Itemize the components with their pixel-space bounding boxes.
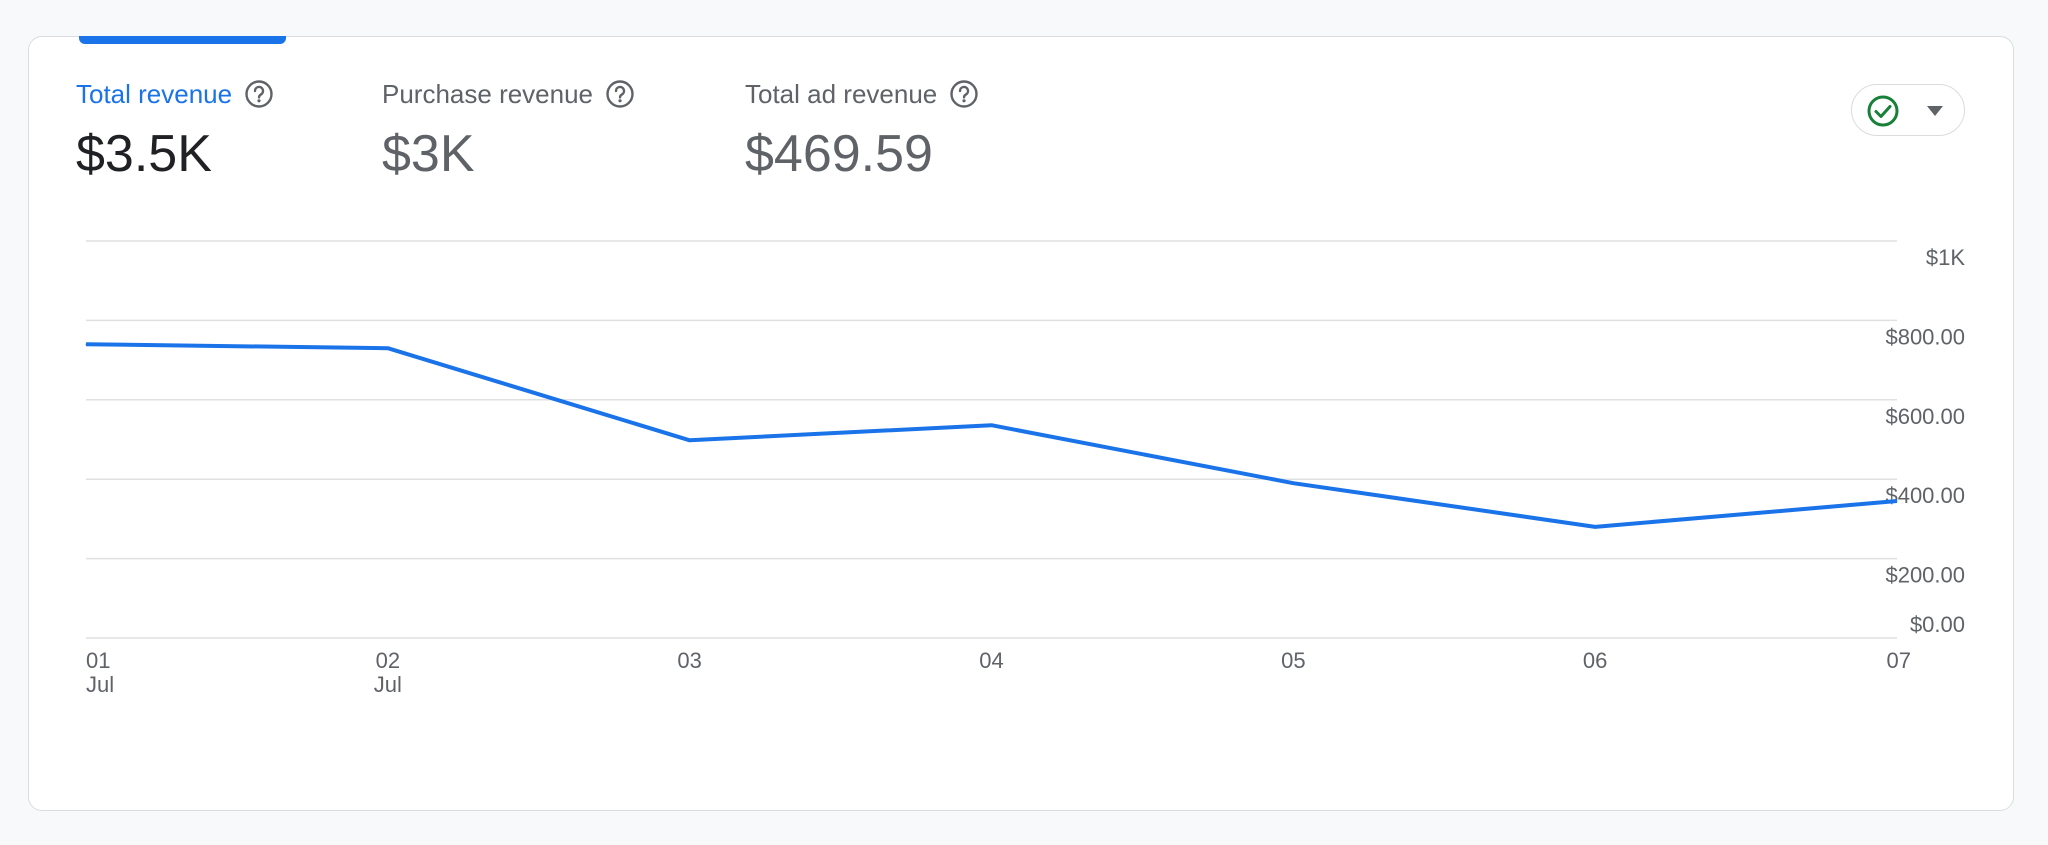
y-tick-label: $1K bbox=[1926, 245, 1965, 270]
revenue-card bbox=[28, 36, 2014, 811]
data-point[interactable] bbox=[1594, 526, 1596, 528]
data-point[interactable] bbox=[991, 424, 992, 426]
metric-label: Total ad revenue bbox=[745, 78, 938, 109]
metric-value: $469.59 bbox=[745, 125, 933, 183]
data-point[interactable] bbox=[689, 439, 691, 441]
metric-value: $3K bbox=[382, 125, 475, 183]
help-icon[interactable] bbox=[244, 79, 274, 109]
help-icon[interactable] bbox=[949, 79, 979, 109]
x-tick-label: 03 bbox=[677, 648, 701, 673]
status-dropdown-button[interactable] bbox=[1851, 84, 1965, 136]
data-point[interactable] bbox=[85, 343, 87, 345]
data-point[interactable] bbox=[1896, 500, 1898, 502]
metric-total-ad-revenue[interactable]: Total ad revenue $469.59 bbox=[745, 76, 979, 184]
y-tick-label: $200.00 bbox=[1885, 563, 1965, 588]
series-line bbox=[85, 342, 1898, 529]
x-tick-label: 02 bbox=[376, 648, 400, 673]
metric-label: Total revenue bbox=[76, 78, 233, 109]
active-tab-indicator bbox=[79, 36, 286, 44]
x-tick-sublabel: Jul bbox=[374, 672, 402, 697]
data-point[interactable] bbox=[387, 347, 389, 349]
data-point[interactable] bbox=[1292, 482, 1294, 484]
y-tick-label: $400.00 bbox=[1885, 483, 1965, 508]
help-icon[interactable] bbox=[605, 79, 635, 109]
x-tick-label: 04 bbox=[979, 648, 1003, 673]
check-circle-icon bbox=[1867, 95, 1899, 127]
x-tick-sublabel: Jul bbox=[86, 672, 114, 697]
x-tick-label: 05 bbox=[1281, 648, 1305, 673]
metric-label: Purchase revenue bbox=[382, 78, 594, 109]
metric-value: $3.5K bbox=[76, 125, 212, 183]
metric-purchase-revenue[interactable]: Purchase revenue $3K bbox=[382, 76, 635, 184]
x-tick-label: 06 bbox=[1583, 648, 1607, 673]
chevron-down-icon bbox=[1927, 106, 1943, 116]
y-tick-label: $800.00 bbox=[1885, 324, 1965, 349]
x-tick-label: 01 bbox=[86, 648, 110, 673]
x-tick-label: 07 bbox=[1887, 648, 1911, 673]
metric-total-revenue[interactable]: Total revenue $3.5K bbox=[76, 76, 274, 184]
y-tick-label: $600.00 bbox=[1885, 404, 1965, 429]
y-tick-label: $0.00 bbox=[1910, 612, 1965, 637]
